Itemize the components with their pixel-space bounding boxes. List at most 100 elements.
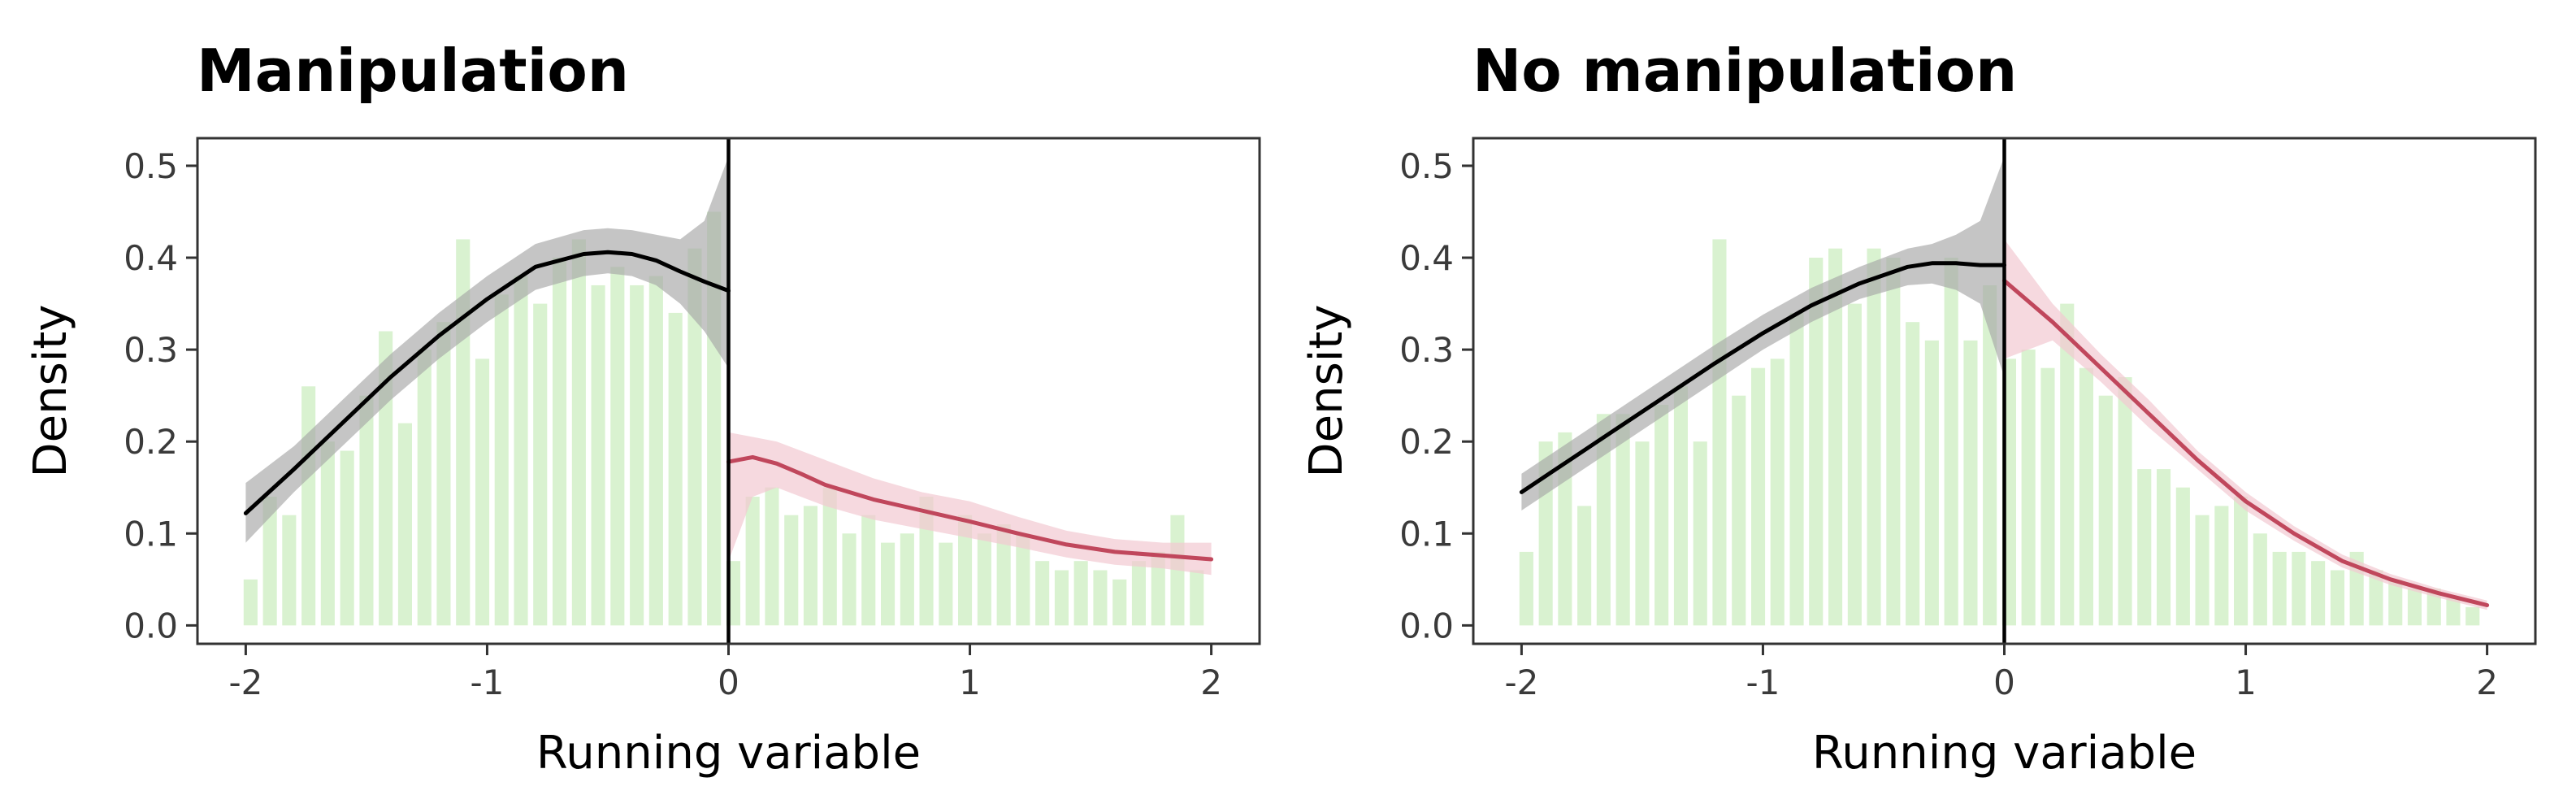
histogram-bar: [2292, 551, 2306, 626]
y-tick-label: 0.1: [1399, 514, 1454, 554]
histogram-bar: [1151, 551, 1165, 626]
density-lines: [1519, 261, 2490, 607]
x-tick-label: 1: [959, 662, 981, 702]
histogram-bar: [2234, 497, 2249, 626]
histogram-bar: [1577, 506, 1592, 626]
histogram-bar: [1963, 340, 1978, 626]
x-axis-ticks: -2 -1 0 1 2: [228, 644, 1222, 702]
y-axis-ticks: 0.0 0.1 0.2 0.3 0.4 0.5: [124, 146, 197, 645]
histogram-bar: [861, 515, 876, 626]
histogram-bar: [1615, 414, 1630, 626]
histogram-bar: [687, 248, 702, 626]
histogram-bar: [397, 423, 412, 626]
histogram-bar: [1712, 239, 1727, 626]
histogram-bar: [571, 239, 586, 626]
histogram-bar: [2330, 570, 2344, 626]
histogram-bar: [494, 294, 509, 626]
histogram-bar: [1131, 561, 1146, 626]
histogram-bar: [2407, 589, 2422, 626]
histogram-bar: [1635, 441, 1650, 626]
histogram-bar: [803, 506, 817, 626]
histogram-bar: [842, 533, 856, 626]
histogram-bar: [340, 450, 354, 626]
y-tick-label: 0.4: [124, 238, 178, 278]
histogram-bar: [1751, 367, 1766, 626]
histogram-bar: [301, 386, 316, 626]
histogram-bar: [2060, 303, 2075, 626]
x-axis-title: Running variable: [1812, 727, 2197, 780]
histogram-bar: [2098, 395, 2113, 626]
histogram-bar: [553, 258, 567, 626]
y-tick-label: 0.5: [124, 146, 178, 186]
histogram-bar: [475, 358, 490, 626]
x-axis-ticks: -2 -1 0 1 2: [1504, 644, 2498, 702]
histogram-bar: [881, 542, 896, 626]
y-tick-label: 0.3: [124, 330, 178, 370]
right-density-line: [2002, 278, 2490, 607]
histogram-bar: [745, 497, 760, 626]
histogram-bar: [262, 497, 277, 626]
histogram-bar: [610, 267, 625, 626]
x-tick-label: -1: [471, 662, 505, 702]
x-axis-title: Running variable: [536, 727, 921, 780]
histogram-bar: [2426, 589, 2441, 626]
histogram-bar: [417, 350, 432, 626]
x-tick-label: 1: [2235, 662, 2257, 702]
histogram-bar: [1016, 533, 1030, 626]
histogram-bar: [1035, 561, 1050, 626]
left-density-line: [1519, 261, 2006, 494]
histogram-bar: [2079, 367, 2093, 626]
panel-title: No manipulation: [1472, 37, 2017, 105]
histogram-bar: [2388, 579, 2403, 626]
histogram: [1519, 239, 2480, 626]
histogram-bar: [2040, 367, 2055, 626]
histogram-bar: [1828, 248, 1843, 626]
y-tick-label: 0.0: [124, 606, 178, 645]
density-lines: [243, 250, 1214, 562]
histogram-bar: [1906, 322, 1920, 626]
histogram-bar: [822, 487, 837, 626]
panel-title: Manipulation: [197, 37, 629, 105]
right-density-line: [726, 454, 1214, 562]
histogram-bar: [1190, 570, 1204, 626]
x-tick-label: -1: [1746, 662, 1780, 702]
y-tick-label: 0.3: [1399, 330, 1454, 370]
x-tick-label: 2: [2476, 662, 2498, 702]
histogram-bar: [2175, 487, 2190, 626]
y-axis-title: Density: [24, 305, 77, 478]
histogram-bar: [2253, 533, 2267, 626]
y-axis-title: Density: [1300, 305, 1353, 478]
histogram-bar: [2157, 469, 2171, 626]
histogram-bar: [2369, 570, 2383, 626]
histogram-bar: [2214, 506, 2229, 626]
histogram-bar: [630, 285, 644, 626]
histogram-bar: [1054, 570, 1069, 626]
histogram-bar: [939, 542, 953, 626]
histogram-bar: [1673, 386, 1688, 626]
histogram-bar: [1789, 312, 1804, 626]
right-confidence-band: [728, 432, 1212, 576]
histogram-bar: [668, 312, 683, 626]
histogram-bar: [359, 395, 374, 626]
panel-manipulation: Manipulation -2 -1 0 1 2 0.00.10.20.30.40.5 …: [24, 37, 1261, 780]
histogram-bar: [2021, 350, 2036, 626]
histogram-bar: [1654, 405, 1669, 626]
y-tick-label: 0.4: [1399, 238, 1454, 278]
histogram-bar: [436, 322, 451, 626]
x-tick-label: 2: [1200, 662, 1222, 702]
histogram-bar: [1847, 303, 1862, 626]
histogram-bar: [2195, 515, 2210, 626]
histogram-bar: [1093, 570, 1108, 626]
histogram-bar: [533, 303, 548, 626]
y-tick-label: 0.1: [124, 514, 178, 554]
histogram-bar: [1886, 258, 1901, 626]
x-tick-label: -2: [1504, 662, 1538, 702]
y-tick-label: 0.5: [1399, 146, 1454, 186]
y-tick-label: 0.2: [1399, 422, 1454, 462]
histogram-bar: [1944, 258, 1958, 626]
histogram-bar: [900, 533, 914, 626]
histogram-bar: [958, 515, 973, 626]
histogram-bar: [1809, 258, 1824, 626]
histogram-bar: [1732, 395, 1746, 626]
